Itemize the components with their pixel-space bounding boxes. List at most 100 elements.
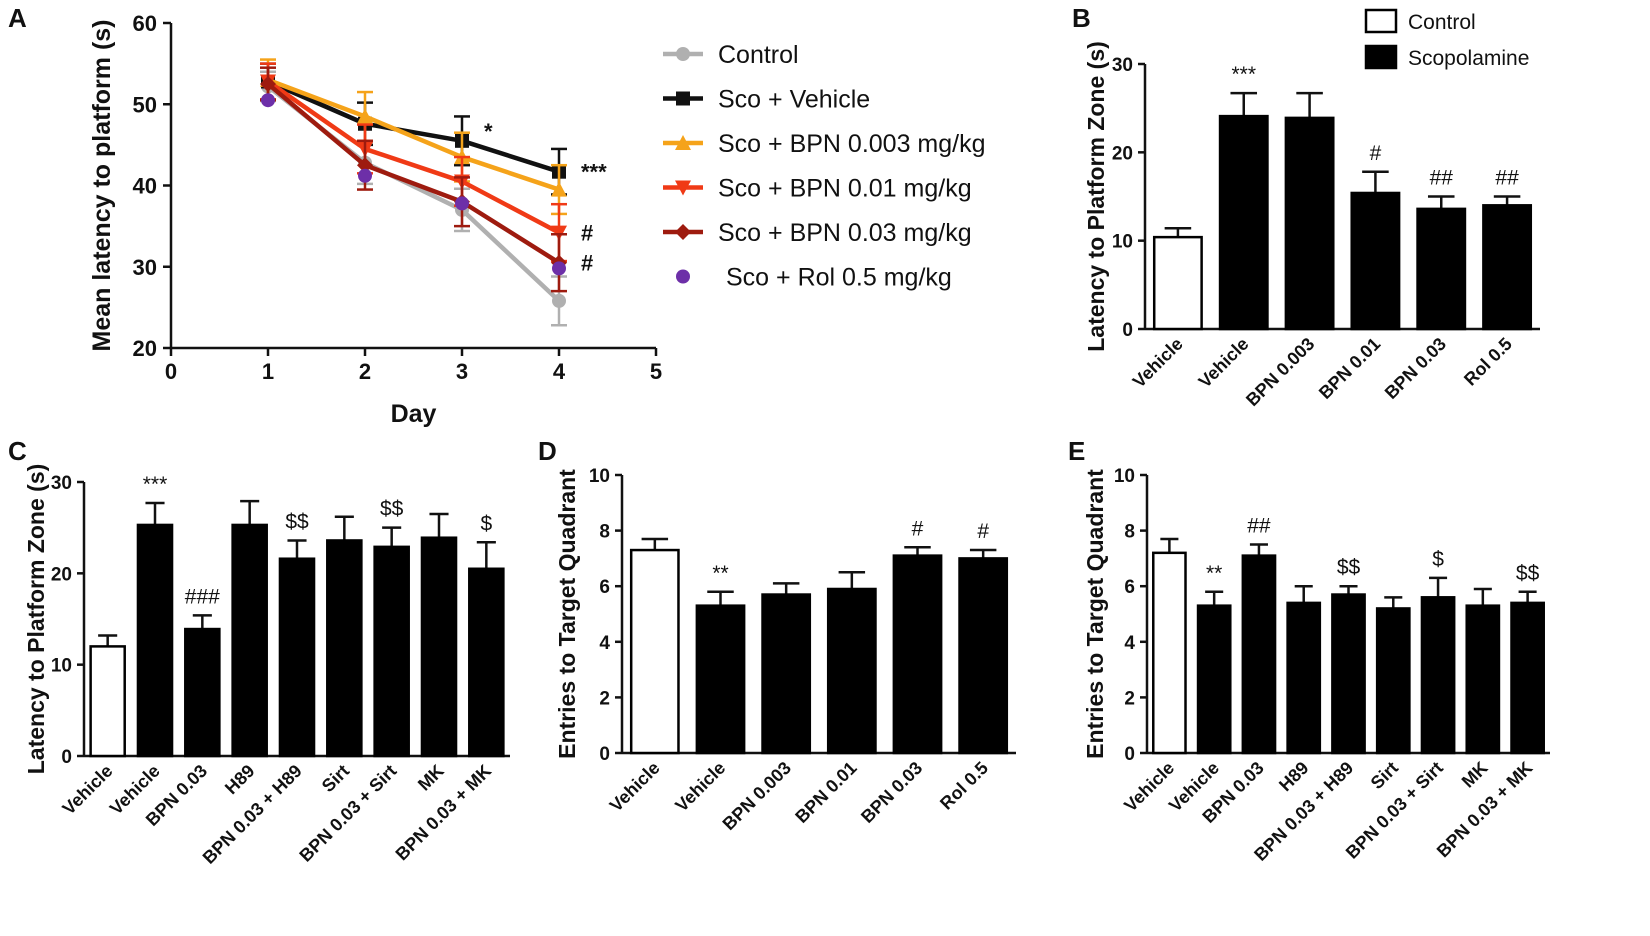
- y-axis-title: Mean latency to platform (s): [88, 20, 116, 352]
- bar: [1420, 596, 1456, 755]
- legend-label: Sco + BPN 0.003 mg/kg: [718, 130, 986, 158]
- bar: [136, 523, 174, 758]
- legend-marker: [675, 135, 691, 150]
- x-tick-label: 3: [456, 359, 468, 384]
- series-line: [266, 82, 561, 265]
- category-label: BPN 0.003: [1242, 334, 1318, 410]
- y-tick-label: 20: [51, 564, 72, 585]
- y-tick-label: 8: [1124, 522, 1135, 543]
- category-label: H89: [1275, 758, 1312, 795]
- category-label: Vehicle: [58, 761, 116, 819]
- significance-annotation: **: [1206, 562, 1222, 585]
- category-label: MK: [414, 761, 448, 795]
- x-axis-title: Day: [391, 400, 437, 428]
- panel-label: B: [1072, 3, 1091, 33]
- bar: [1196, 604, 1232, 755]
- y-tick-label: 20: [1112, 143, 1133, 164]
- legend-marker: [675, 180, 691, 196]
- x-tick-label: 5: [650, 359, 662, 384]
- category-label: H89: [221, 761, 258, 798]
- y-tick-label: 8: [599, 522, 610, 543]
- significance-annotation: #: [912, 517, 924, 540]
- significance-annotation: $$: [1516, 562, 1540, 585]
- bar: [826, 587, 877, 755]
- y-tick-label: 60: [133, 11, 157, 36]
- y-tick-label: 4: [599, 633, 610, 654]
- category-label: Vehicle: [606, 758, 664, 816]
- y-axis-title: Entries to Target Quadrant: [554, 469, 580, 759]
- legend-item: Control: [663, 41, 799, 69]
- panel-label: C: [8, 436, 27, 466]
- bar: [1152, 235, 1203, 331]
- significance-annotation: ##: [1247, 515, 1271, 538]
- bar: [761, 593, 812, 755]
- legend-label: Sco + BPN 0.01 mg/kg: [718, 175, 972, 203]
- category-label: BPN 0.003: [719, 758, 795, 834]
- series-bpn_003: [260, 66, 567, 293]
- y-tick-label: 10: [1114, 466, 1135, 487]
- category-label: Vehicle: [1129, 334, 1187, 392]
- bar: [1241, 554, 1277, 755]
- legend-marker: [676, 91, 690, 106]
- significance-annotation: #: [581, 221, 593, 246]
- legend-item: Scopolamine: [1364, 44, 1529, 70]
- legend-marker: [675, 224, 691, 240]
- data-point: [358, 168, 372, 183]
- data-point: [552, 261, 566, 276]
- legend-label: Sco + Vehicle: [718, 86, 870, 114]
- series-line: [267, 79, 560, 174]
- category-label: Sirt: [318, 761, 353, 796]
- bar: [1482, 204, 1533, 331]
- legend-item: Sco + Rol 0.5 mg/kg: [676, 264, 952, 292]
- panel-label: D: [538, 436, 557, 466]
- y-tick-label: 10: [589, 466, 610, 487]
- bar: [1331, 593, 1366, 755]
- y-tick-label: 0: [1122, 320, 1133, 341]
- data-point: [455, 196, 469, 211]
- category-label: Sirt: [1367, 758, 1402, 793]
- bar: [373, 545, 410, 758]
- series-line: [266, 79, 561, 235]
- y-tick-label: 30: [51, 473, 72, 494]
- y-tick-label: 4: [1124, 633, 1135, 654]
- legend: Control Sco + Vehicle Sco + BPN 0.003 mg/k…: [663, 41, 986, 292]
- significance-annotation: $: [480, 512, 492, 535]
- significance-annotation: $$: [1337, 556, 1361, 579]
- legend-label: Scopolamine: [1408, 47, 1529, 70]
- bar: [1152, 551, 1187, 755]
- category-label: Vehicle: [1195, 334, 1253, 392]
- bar: [420, 536, 458, 758]
- panel-d-bar-chart: D 0 2 4 6 8 10 Entries to Target Quadrant Vehicl…: [538, 436, 1016, 834]
- significance-annotation: *: [484, 119, 493, 144]
- legend-swatch: [1364, 44, 1398, 70]
- category-label: BPN 0.01: [1315, 334, 1384, 403]
- bar: [1284, 116, 1335, 331]
- legend: Control Scopolamine: [1364, 8, 1529, 70]
- legend-item: Sco + BPN 0.03 mg/kg: [663, 219, 972, 247]
- category-label: MK: [1458, 758, 1492, 792]
- y-tick-label: 30: [133, 255, 157, 280]
- data-point: [552, 293, 566, 308]
- y-tick-label: 30: [1112, 55, 1133, 76]
- x-tick-label: 4: [553, 359, 566, 384]
- y-tick-label: 2: [599, 688, 610, 709]
- panel-label: E: [1068, 436, 1085, 466]
- bar: [1510, 601, 1545, 755]
- bar: [184, 627, 221, 758]
- bar: [1218, 114, 1269, 331]
- y-tick-label: 20: [133, 336, 157, 361]
- bar: [892, 554, 943, 755]
- bar: [1350, 191, 1401, 331]
- y-tick-label: 6: [1124, 577, 1135, 598]
- y-tick-label: 0: [599, 744, 610, 765]
- significance-annotation: ###: [185, 585, 220, 608]
- data-point: [357, 157, 373, 174]
- bar: [1375, 607, 1411, 755]
- x-tick-label: 2: [359, 359, 371, 384]
- legend-item: Sco + BPN 0.003 mg/kg: [663, 130, 986, 158]
- series-rol: [261, 93, 566, 276]
- legend-marker: [676, 269, 690, 284]
- y-tick-label: 40: [133, 174, 157, 199]
